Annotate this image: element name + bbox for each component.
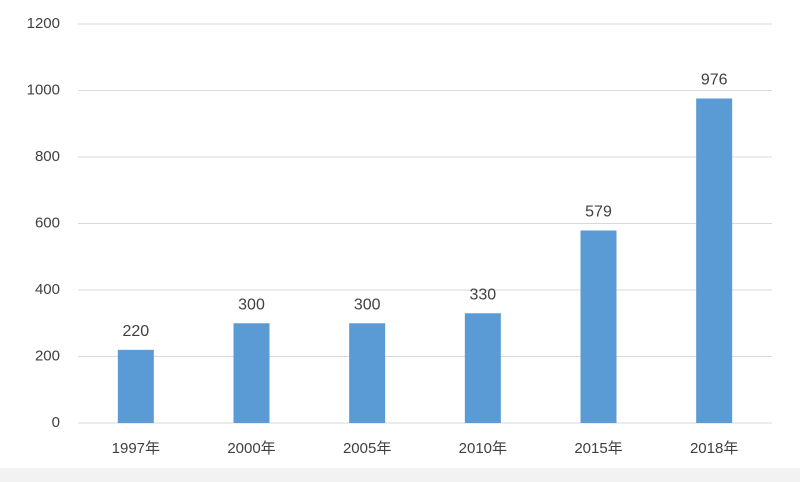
y-tick-label: 600 [35,214,60,231]
data-label: 330 [469,286,496,303]
x-tick-label: 2000年 [227,440,275,457]
x-tick-label: 2015年 [574,440,622,457]
bar [117,349,154,423]
data-label: 579 [585,204,612,221]
y-tick-label: 0 [52,414,60,431]
data-label: 220 [122,323,149,340]
x-tick-label: 2018年 [690,440,738,457]
x-tick-label: 1997年 [112,440,160,457]
data-label: 976 [701,72,728,89]
x-tick-label: 2005年 [343,440,391,457]
bar [464,313,501,423]
y-tick-label: 200 [35,347,60,364]
y-tick-label: 1000 [27,81,60,98]
bar [349,323,386,423]
footer-band [0,468,800,482]
bar [696,98,733,423]
y-tick-label: 800 [35,148,60,165]
data-label: 300 [238,296,265,313]
y-tick-label: 1200 [27,15,60,32]
bar [233,323,270,423]
x-tick-label: 2010年 [459,440,507,457]
y-tick-label: 400 [35,281,60,298]
data-label: 300 [354,296,381,313]
bar [580,230,617,423]
